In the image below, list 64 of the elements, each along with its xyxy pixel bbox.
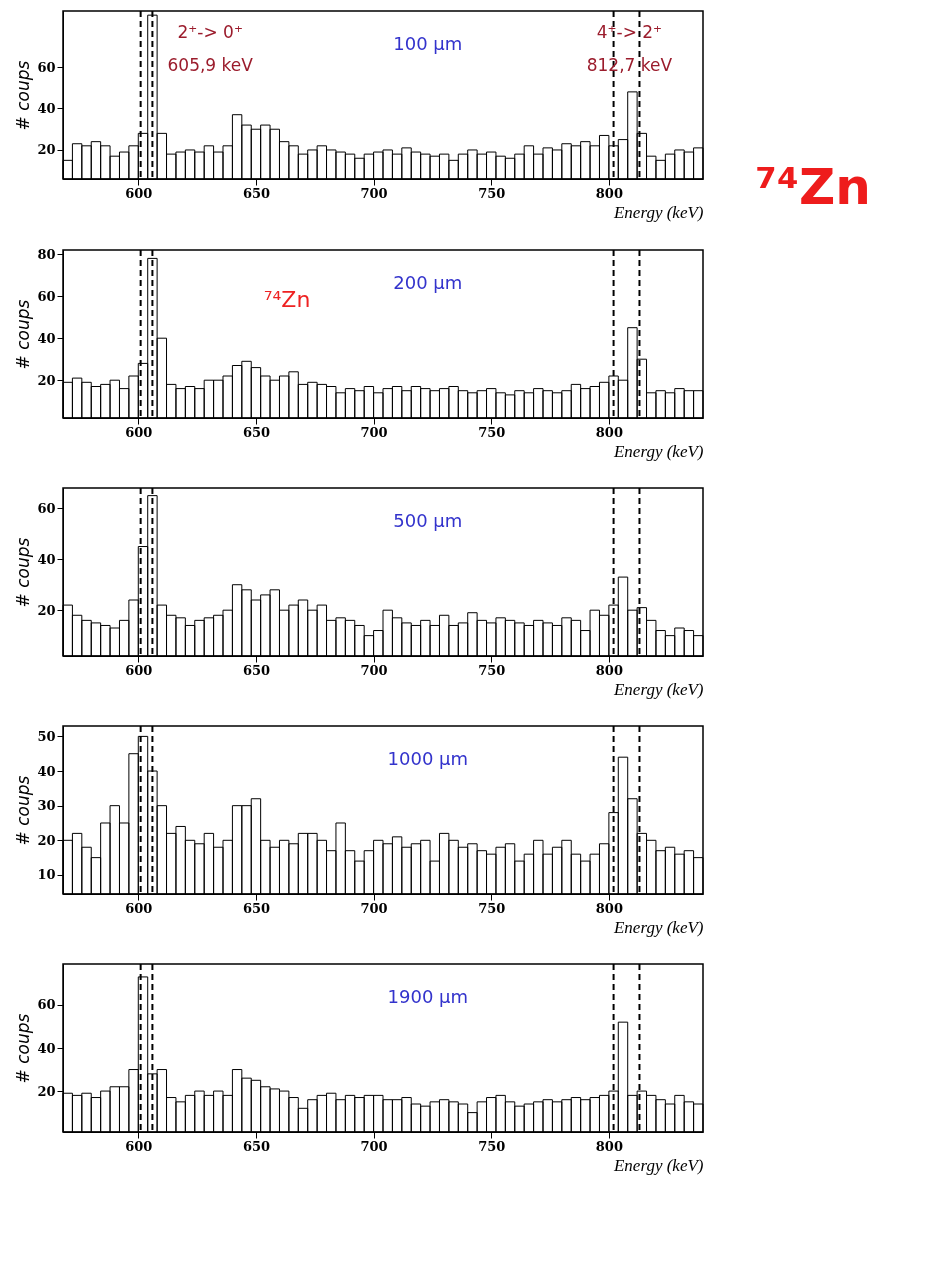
x-axis-title: Energy (keV) [612,441,704,461]
annotation: 2⁺-> 0⁺ [177,21,243,42]
text: ⁷⁴Zn [755,158,871,216]
y-tick-label: 40 [37,1040,56,1056]
x-tick-label: 800 [595,424,623,440]
x-tick-label: 800 [595,662,623,678]
y-tick-label: 80 [37,246,56,262]
x-tick-label: 650 [242,424,271,440]
x-tick-label: 800 [595,1138,623,1154]
annotation: 812,7 keV [586,55,673,76]
y-tick-label: 40 [37,763,56,779]
x-tick-label: 800 [595,185,623,201]
x-tick-label: 700 [360,662,388,678]
y-tick-label: 20 [37,602,56,618]
x-tick-label: 750 [478,662,506,678]
y-tick-label: 30 [37,798,56,814]
y-tick-label: 40 [37,551,56,567]
text: 500 µm [393,509,463,531]
x-tick-label: 700 [360,185,388,201]
x-tick-label: 600 [125,900,153,916]
x-tick-label: 600 [125,662,153,678]
x-tick-label: 750 [478,424,506,440]
x-axis-title: Energy (keV) [612,917,704,937]
y-tick-label: 40 [37,330,56,346]
x-tick-label: 600 [125,424,153,440]
y-axis-title: # coups [13,1013,34,1084]
text: 100 µm [393,32,463,54]
y-axis-title: # coups [13,537,34,608]
x-tick-label: 700 [360,424,388,440]
x-tick-label: 600 [125,185,153,201]
x-tick-label: 750 [478,900,506,916]
y-tick-label: 50 [37,728,56,744]
y-tick-label: 20 [37,142,56,158]
x-tick-label: 750 [478,1138,506,1154]
x-tick-label: 750 [478,185,506,201]
x-tick-label: 800 [595,900,623,916]
y-tick-label: 10 [37,867,56,883]
y-tick-label: 60 [37,59,56,75]
text: 1000 µm [387,747,469,769]
x-tick-label: 650 [242,900,271,916]
text: 1900 µm [387,985,469,1007]
y-tick-label: 60 [37,288,56,304]
annotation: 605,9 keV [167,55,254,76]
y-axis-title: # coups [13,775,34,846]
x-tick-label: 700 [360,900,388,916]
x-tick-label: 600 [125,1138,153,1154]
x-tick-label: 650 [242,1138,271,1154]
y-tick-label: 60 [37,500,56,516]
x-axis-title: Energy (keV) [612,679,704,699]
y-tick-label: 40 [37,100,56,116]
annotation: 4⁺-> 2⁺ [596,21,663,42]
x-tick-label: 650 [242,662,271,678]
y-tick-label: 20 [37,372,56,388]
y-tick-label: 20 [37,1083,56,1099]
y-tick-label: 60 [37,997,56,1013]
y-axis-title: # coups [13,60,34,131]
annotation: ⁷⁴Zn [263,287,311,313]
x-tick-label: 650 [242,185,271,201]
y-axis-title: # coups [13,299,34,370]
x-axis-title: Energy (keV) [612,1155,704,1175]
x-axis-title: Energy (keV) [612,202,704,222]
y-tick-label: 20 [37,832,56,848]
x-tick-label: 700 [360,1138,388,1154]
text: 200 µm [393,271,463,293]
